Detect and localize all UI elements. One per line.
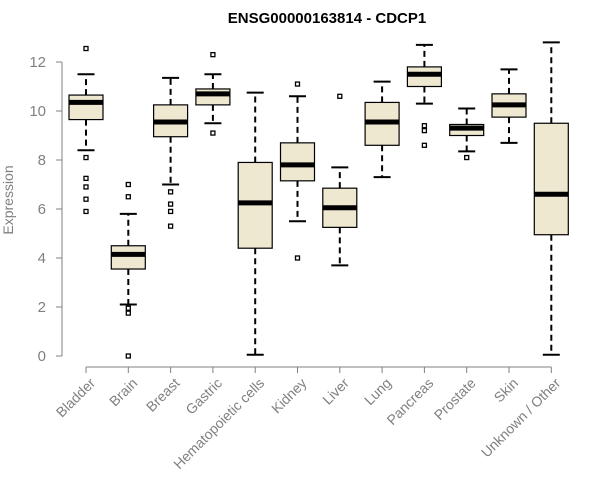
outlier-point [337, 93, 343, 99]
iqr-box [279, 142, 316, 182]
outlier-point [167, 201, 174, 207]
outlier-point [421, 142, 428, 148]
y-tick-label: 4 [38, 250, 46, 267]
box-breast [153, 76, 189, 229]
outlier-point [125, 181, 131, 188]
x-tick-label: Prostate [431, 375, 479, 423]
outlier-point [83, 196, 89, 202]
x-tick-label: Unknown / Other [478, 375, 564, 461]
y-axis-label: Expression [0, 165, 16, 234]
outlier-point [125, 353, 131, 359]
iqr-box [533, 122, 569, 236]
outlier-point [167, 189, 174, 195]
y-tick-label: 8 [38, 152, 46, 169]
outlier-point [125, 310, 131, 316]
box-lung [364, 80, 400, 179]
x-tick-label: Kidney [268, 375, 310, 417]
x-tick-label: Liver [319, 375, 352, 408]
outlier-point [464, 154, 470, 161]
x-tick-label: Skin [491, 375, 522, 406]
box-hematopoietic-cells [237, 91, 273, 356]
box-gastric [195, 52, 231, 136]
y-tick-label: 0 [38, 348, 46, 365]
box-prostate [449, 107, 485, 161]
x-tick-label: Breast [143, 375, 183, 415]
box-unknown-other [533, 41, 569, 356]
x-tick-label: Brain [106, 375, 140, 409]
outlier-point [167, 208, 174, 215]
outlier-point [83, 45, 89, 52]
x-tick-label: Bladder [53, 375, 99, 421]
box-series [68, 41, 569, 359]
outlier-point [83, 154, 89, 161]
box-skin [491, 68, 527, 144]
outlier-point [83, 208, 89, 215]
y-tick-label: 12 [29, 54, 46, 71]
box-brain [110, 181, 146, 359]
outlier-point [125, 194, 131, 200]
outlier-point [210, 130, 216, 136]
iqr-box [195, 88, 231, 106]
y-tick-label: 6 [38, 201, 46, 218]
box-liver [322, 93, 358, 267]
box-pancreas [406, 43, 442, 148]
x-tick-label: Lung [361, 375, 394, 408]
outlier-point [83, 175, 89, 182]
box-kidney [279, 81, 316, 261]
y-tick-label: 2 [38, 299, 46, 316]
outlier-point [294, 81, 301, 87]
outlier-point [167, 223, 174, 229]
x-tick-label: Pancreas [383, 375, 436, 428]
y-axis: 0 2 4 6 8 10 12 [29, 54, 63, 365]
chart-title: ENSG00000163814 - CDCP1 [228, 10, 426, 27]
outlier-point [210, 52, 216, 58]
outlier-point [125, 305, 131, 311]
outlier-point [83, 184, 89, 190]
outlier-point [294, 255, 301, 261]
outlier-point [421, 123, 428, 129]
iqr-box [110, 245, 146, 270]
y-tick-label: 10 [29, 103, 46, 120]
iqr-box [68, 94, 104, 121]
outlier-point [421, 127, 428, 134]
box-bladder [68, 45, 104, 215]
